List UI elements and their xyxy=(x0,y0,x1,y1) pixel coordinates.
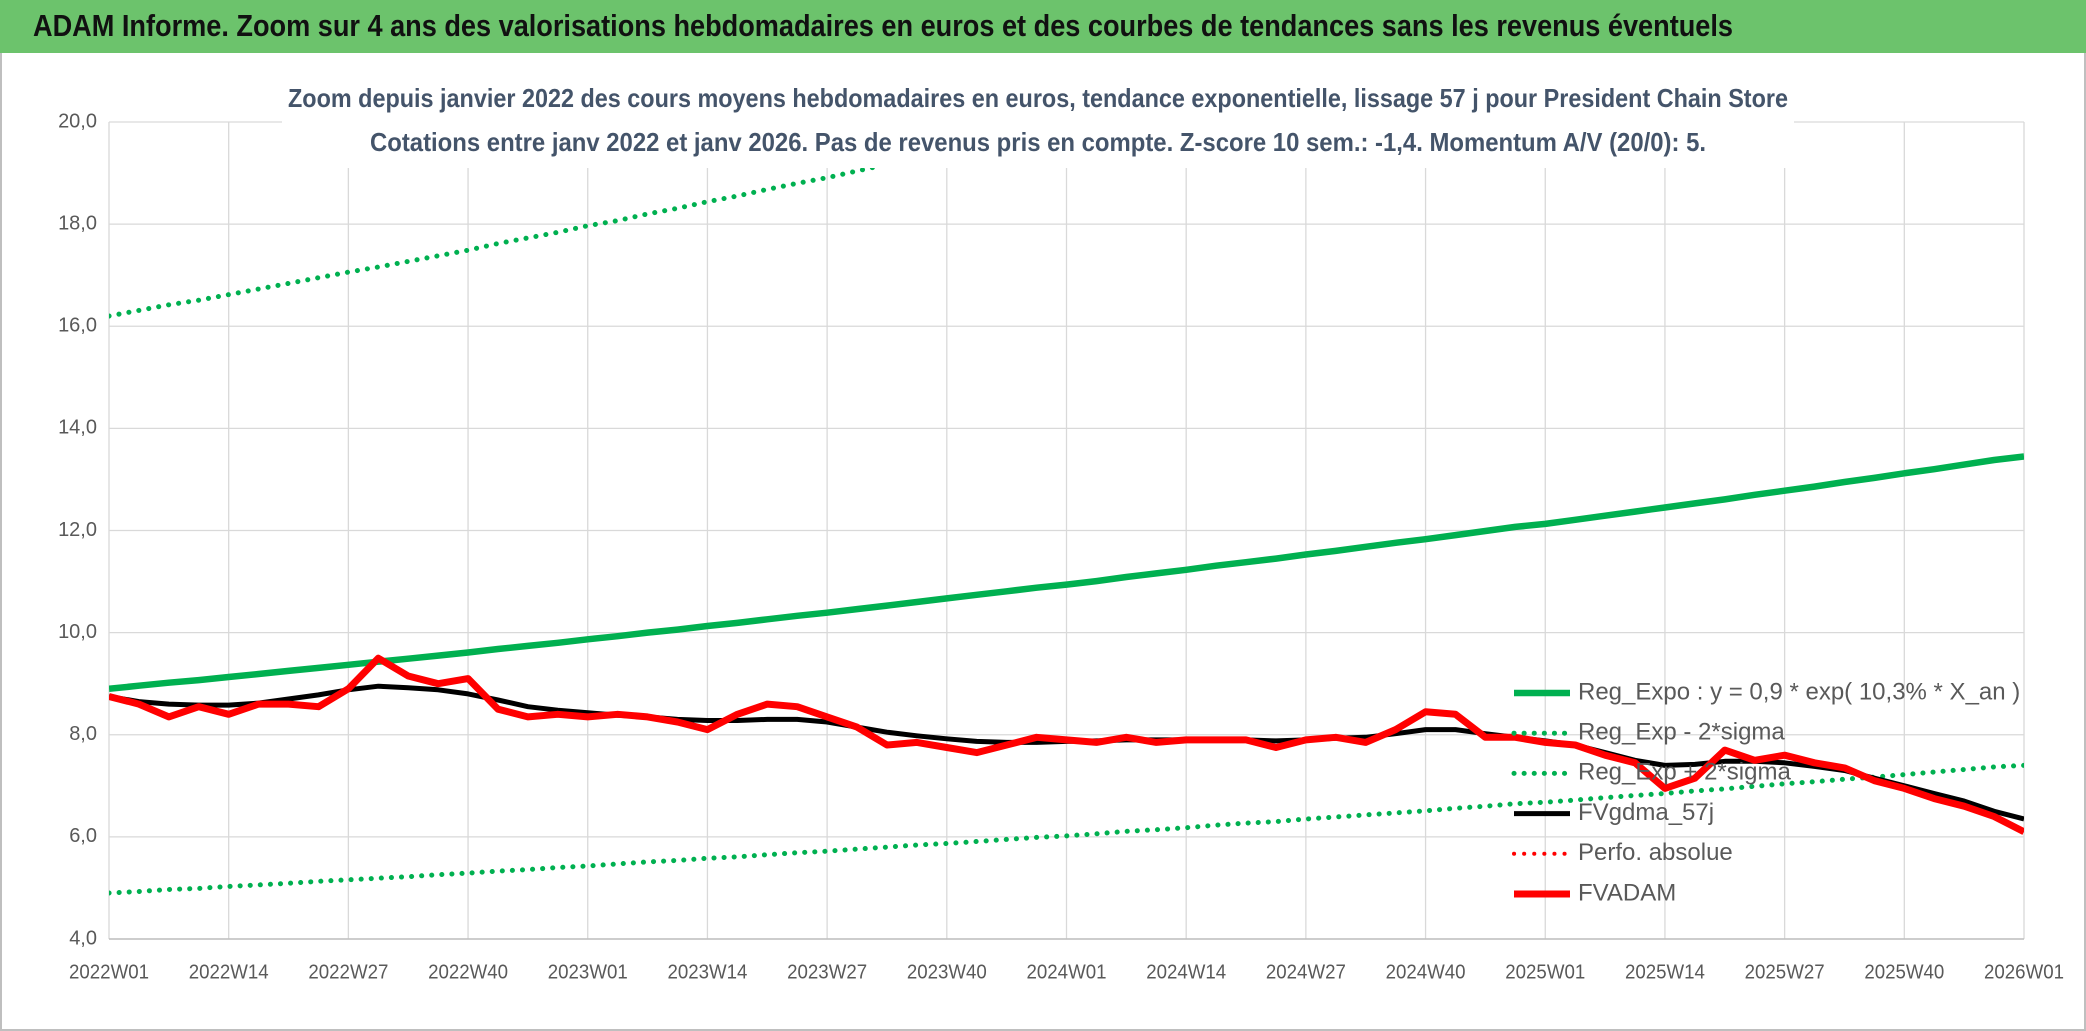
legend-label: Reg_Expo : y = 0,9 * exp( 10,3% * X_an ) xyxy=(1578,678,2020,705)
x-tick-label: 2026W01 xyxy=(1984,961,2064,983)
y-tick-label: 6,0 xyxy=(69,825,97,847)
x-tick-label: 2023W14 xyxy=(667,961,747,983)
series-line xyxy=(109,122,1099,319)
y-tick-label: 12,0 xyxy=(58,519,97,541)
legend: Reg_Expo : y = 0,9 * exp( 10,3% * X_an )… xyxy=(1511,678,2020,906)
x-tick-label: 2023W01 xyxy=(548,961,628,983)
y-tick-label: 20,0 xyxy=(58,110,97,132)
series-line xyxy=(109,453,2024,693)
y-tick-label: 16,0 xyxy=(58,315,97,337)
y-tick-label: 14,0 xyxy=(58,417,97,439)
legend-label: Perfo. absolue xyxy=(1578,839,1733,866)
x-tick-label: 2025W27 xyxy=(1745,961,1825,983)
title-box xyxy=(282,80,1794,168)
legend-label: Reg_Exp - 2*sigma xyxy=(1578,719,1785,746)
x-tick-label: 2024W14 xyxy=(1146,961,1226,983)
series-line xyxy=(109,762,2024,896)
y-tick-label: 8,0 xyxy=(69,723,97,745)
y-tick-label: 18,0 xyxy=(58,212,97,234)
x-tick-label: 2022W01 xyxy=(69,961,149,983)
x-tick-label: 2024W40 xyxy=(1386,961,1466,983)
y-tick-label: 10,0 xyxy=(58,621,97,643)
plot-area: 4,0 6,0 8,0 10,0 12,0 14,0 16,0 18,0 20,0 2022W01… xyxy=(58,110,2064,983)
header-title: ADAM Informe. Zoom sur 4 ans des valoris… xyxy=(33,8,1733,43)
x-tick-label: 2024W27 xyxy=(1266,961,1346,983)
x-tick-label: 2023W40 xyxy=(907,961,987,983)
chart-subtitle: Cotations entre janv 2022 et janv 2026. … xyxy=(370,127,1706,157)
x-tick-label: 2025W01 xyxy=(1505,961,1585,983)
x-tick-label: 2025W40 xyxy=(1864,961,1944,983)
header-bar xyxy=(0,0,2086,53)
x-tick-label: 2022W14 xyxy=(189,961,269,983)
series-line xyxy=(109,654,2024,835)
x-tick-label: 2023W27 xyxy=(787,961,867,983)
legend-label: Reg_Exp + 2*sigma xyxy=(1578,759,1791,786)
x-tick-label: 2024W01 xyxy=(1027,961,1107,983)
chart-title: Zoom depuis janvier 2022 des cours moyen… xyxy=(288,83,1788,113)
x-tick-label: 2025W14 xyxy=(1625,961,1705,983)
legend-label: FVADAM xyxy=(1578,879,1676,906)
x-tick-label: 2022W27 xyxy=(308,961,388,983)
legend-label: FVgdma_57j xyxy=(1578,799,1714,826)
y-tick-label: 4,0 xyxy=(69,927,97,949)
x-tick-label: 2022W40 xyxy=(428,961,508,983)
